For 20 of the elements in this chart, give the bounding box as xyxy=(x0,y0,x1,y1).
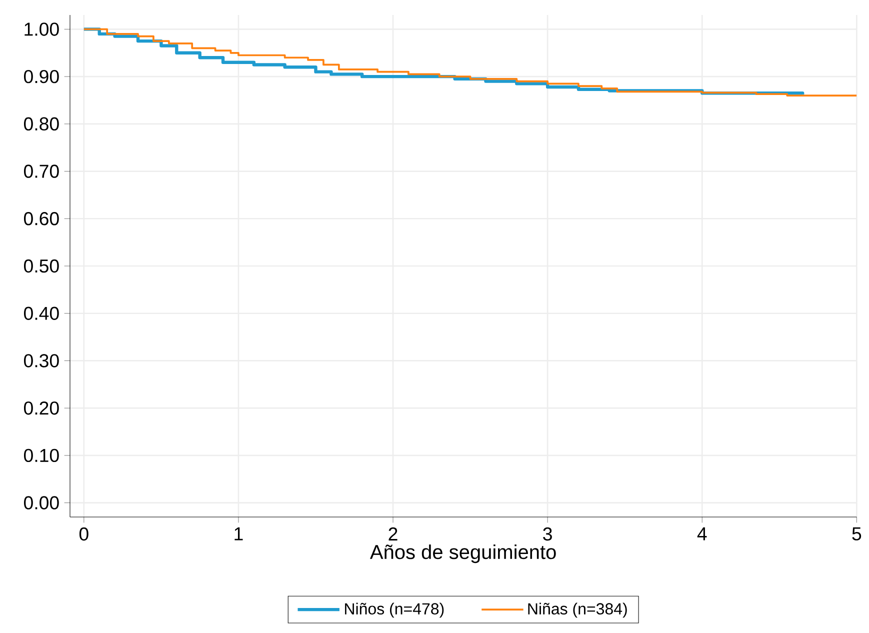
y-tick-label: 0.30 xyxy=(24,354,59,368)
legend-label: Niños (n=478) xyxy=(345,602,444,618)
y-tick-label: 0.60 xyxy=(24,212,59,226)
x-tick-label: 4 xyxy=(697,527,707,540)
x-tick-label: 3 xyxy=(543,527,552,541)
x-tick-label: 2 xyxy=(388,527,398,540)
y-tick-label: 0.40 xyxy=(24,306,59,320)
legend-label: Niñas (n=384) xyxy=(528,602,627,618)
x-tick-label: 1 xyxy=(234,527,243,540)
x-tick-label: 0 xyxy=(79,527,88,541)
y-tick-label: 0.80 xyxy=(24,117,59,131)
y-tick-label: 0.10 xyxy=(24,448,59,462)
y-tick-label: 1.00 xyxy=(24,22,59,36)
y-tick-label: 0.70 xyxy=(24,164,59,178)
x-tick-label: 5 xyxy=(852,527,862,540)
y-tick-label: 0.00 xyxy=(24,496,59,510)
x-axis-title: Años de seguimiento xyxy=(370,544,556,564)
y-tick-label: 0.20 xyxy=(24,401,59,415)
y-tick-label: 0.50 xyxy=(24,259,59,273)
y-tick-label: 0.90 xyxy=(24,70,59,84)
